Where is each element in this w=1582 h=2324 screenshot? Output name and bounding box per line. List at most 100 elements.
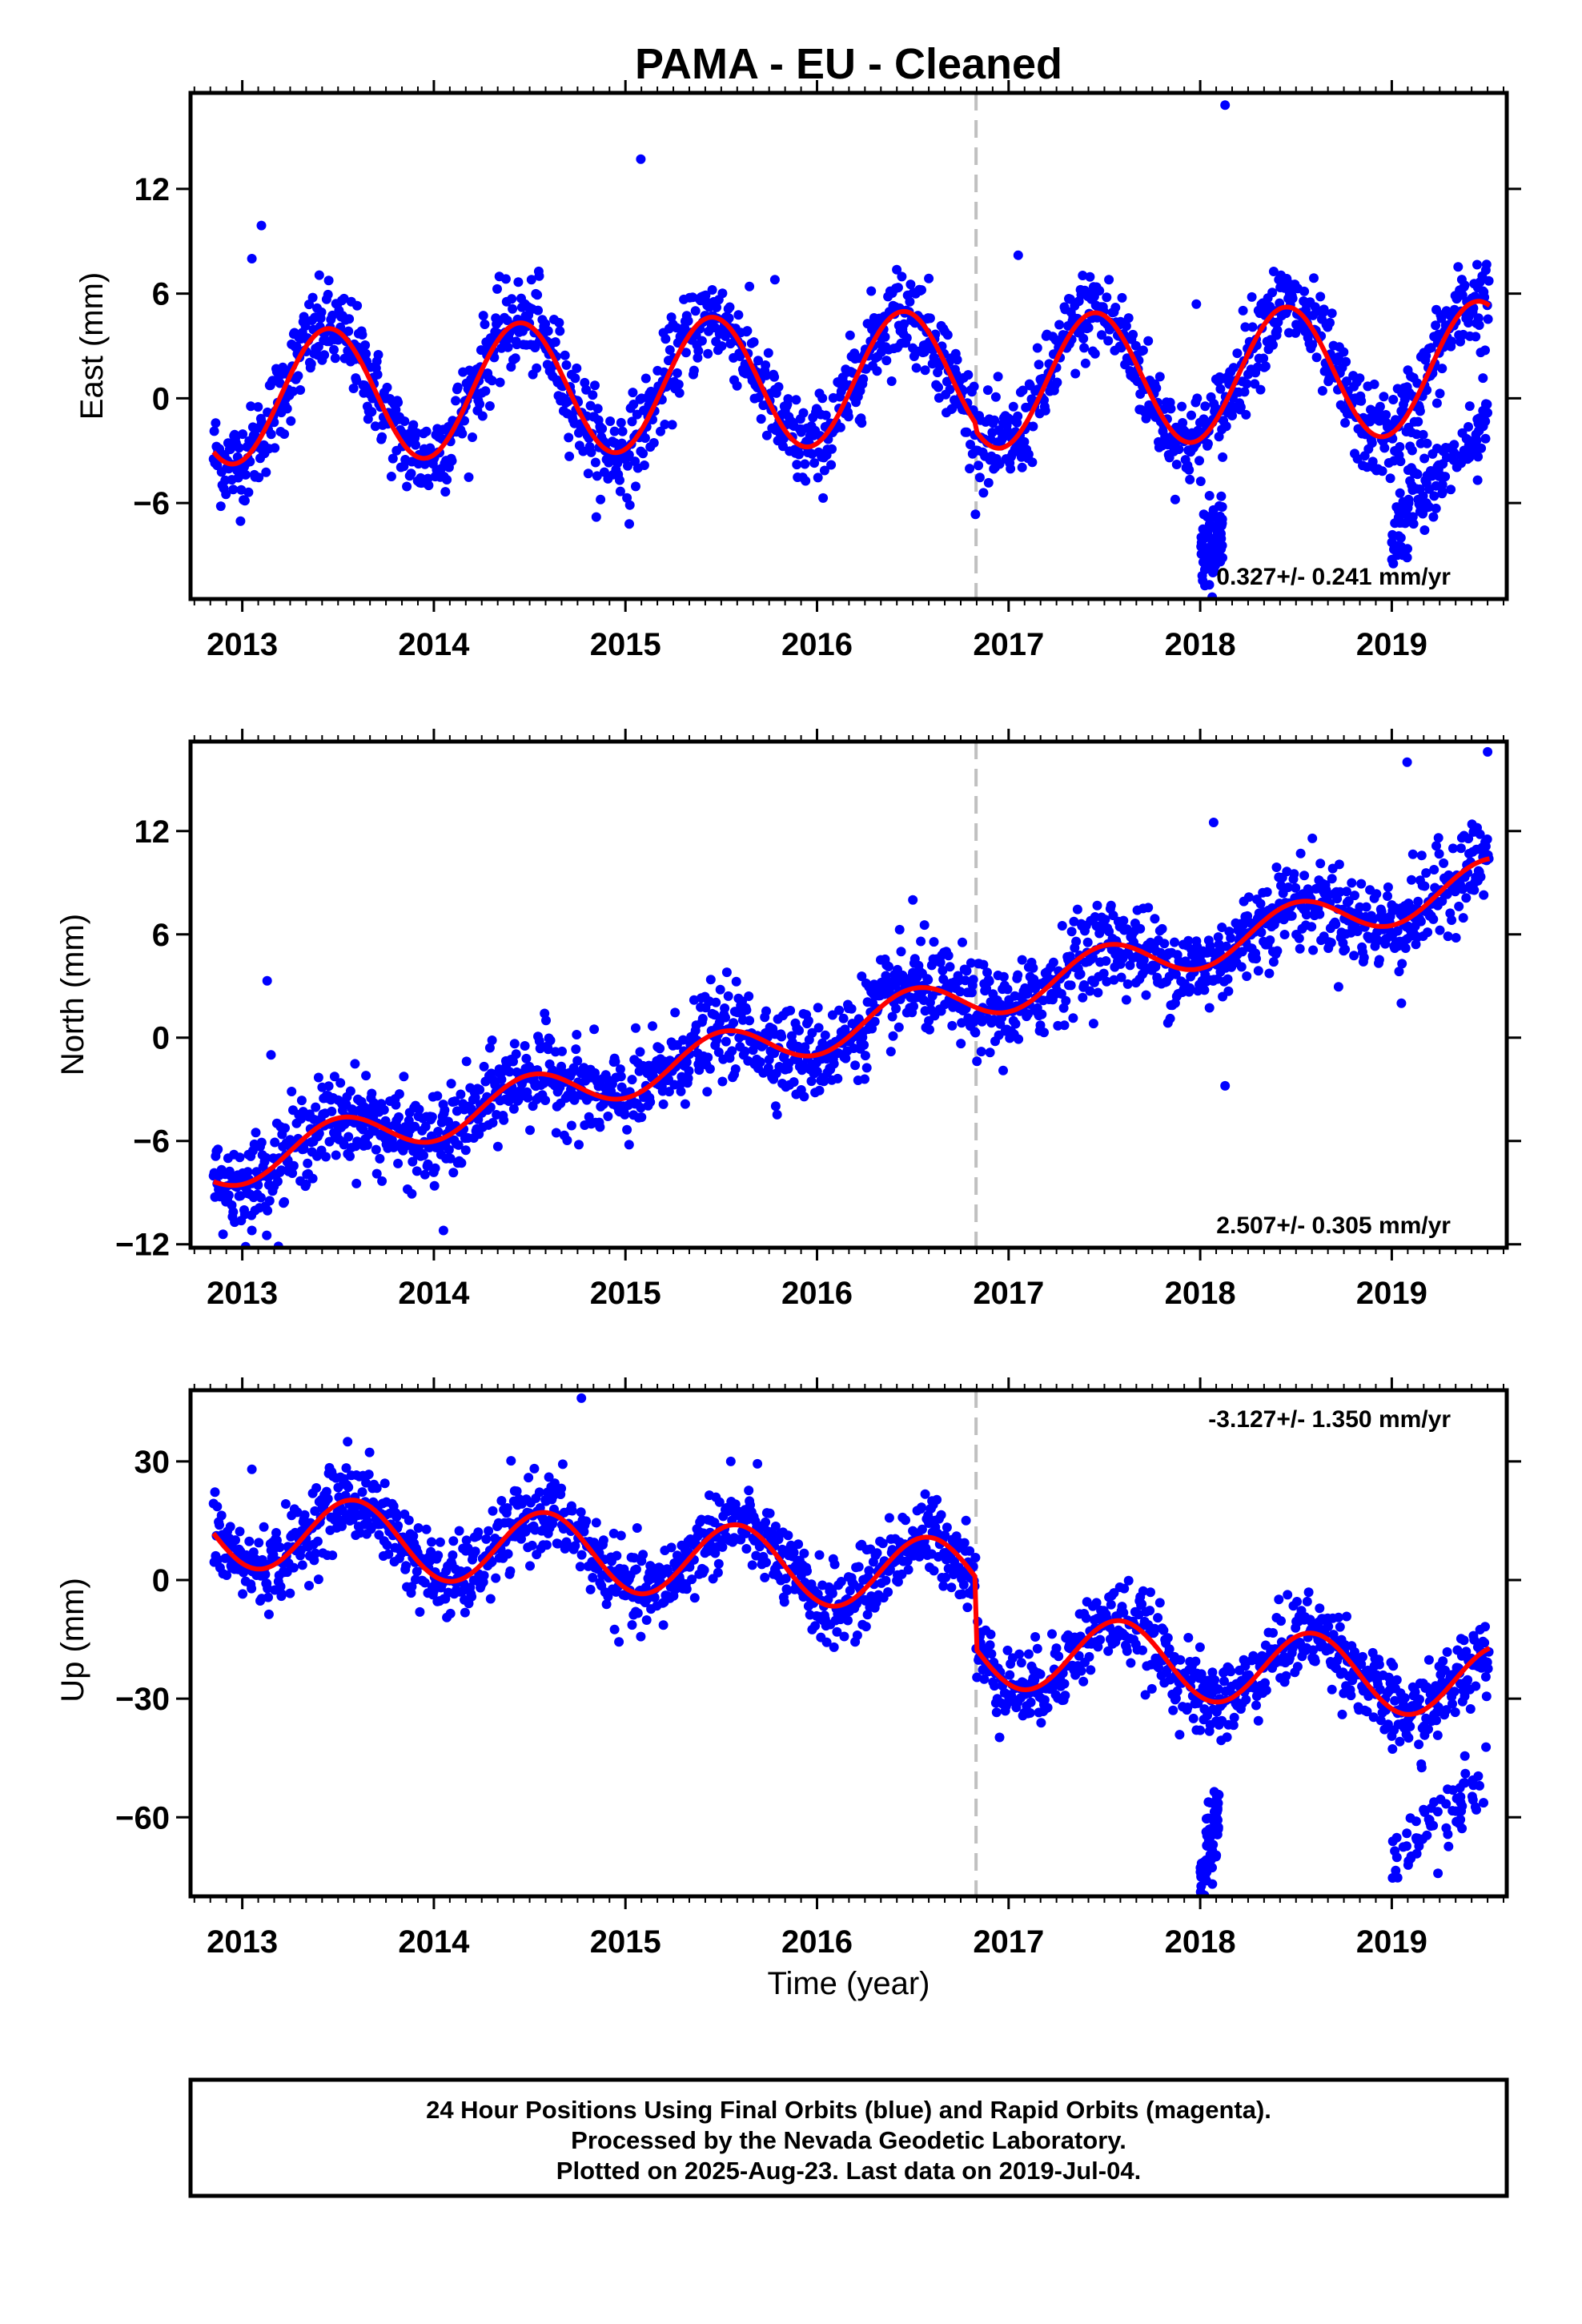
east-data-point: [1185, 474, 1195, 485]
north-data-point: [888, 1031, 898, 1041]
east-data-point: [1196, 541, 1207, 552]
east-data-point: [1484, 275, 1494, 286]
east-data-point: [886, 376, 897, 386]
north-data-point: [1264, 968, 1275, 979]
up-data-point: [275, 1582, 286, 1592]
north-data-point: [323, 1081, 334, 1092]
north-data-point: [1289, 869, 1299, 879]
up-data-point: [753, 1458, 763, 1469]
east-data-point: [1426, 343, 1436, 353]
north-x-tick-label: 2015: [590, 1276, 661, 1311]
east-data-point: [934, 382, 943, 392]
north-data-point: [1217, 923, 1227, 932]
up-data-point: [463, 1543, 473, 1554]
north-data-point: [460, 1145, 471, 1156]
north-x-tick-label: 2018: [1165, 1276, 1236, 1311]
up-data-point: [415, 1606, 425, 1617]
north-data-point: [721, 967, 732, 978]
east-data-point: [211, 418, 221, 428]
north-data-point: [1271, 862, 1282, 872]
up-data-point: [275, 1542, 285, 1553]
east-data-point: [1411, 484, 1421, 494]
north-data-point: [1122, 979, 1133, 989]
north-data-point: [684, 1066, 694, 1076]
up-data-point: [638, 1550, 648, 1560]
north-data-point: [943, 951, 954, 961]
north-data-point: [729, 1018, 739, 1028]
east-data-point: [585, 400, 596, 411]
east-data-point: [1117, 292, 1127, 303]
east-data-point: [543, 326, 553, 336]
east-data-point: [1272, 325, 1283, 336]
up-data-point: [687, 1574, 697, 1585]
north-x-tick-label: 2013: [207, 1276, 278, 1311]
north-data-point: [540, 1096, 551, 1105]
north-data-point: [785, 1005, 796, 1015]
up-data-point: [636, 1631, 646, 1642]
north-data-point: [272, 1176, 283, 1187]
east-data-point: [373, 350, 383, 360]
up-data-point: [714, 1497, 725, 1507]
east-data-point: [1431, 398, 1442, 408]
north-data-point: [1439, 858, 1449, 868]
north-model-curve: [212, 856, 1491, 1188]
east-data-point: [761, 370, 771, 380]
east-data-point: [1481, 259, 1492, 270]
east-data-point: [1151, 383, 1162, 393]
up-data-point: [616, 1530, 626, 1541]
north-data-point: [713, 1047, 724, 1057]
east-data-point: [798, 408, 809, 418]
up-data-point: [310, 1506, 320, 1516]
up-data-point: [263, 1592, 273, 1602]
east-data-point: [712, 302, 722, 312]
north-outlier-point: [247, 1225, 257, 1236]
north-data-point: [1334, 859, 1344, 870]
east-data-point: [475, 399, 485, 409]
east-data-point: [697, 336, 707, 346]
east-x-tick-label: 2017: [973, 627, 1044, 662]
up-data-point: [576, 1550, 587, 1560]
north-data-point: [504, 1067, 515, 1077]
north-data-point: [1236, 962, 1247, 972]
north-outlier-point: [262, 975, 272, 986]
north-data-point: [812, 1067, 822, 1076]
east-data-point: [550, 337, 560, 348]
north-data-point: [1392, 926, 1403, 936]
north-data-point: [919, 920, 930, 931]
up-data-point: [632, 1523, 642, 1533]
north-data-point: [1170, 969, 1181, 979]
north-data-point: [1183, 935, 1194, 946]
east-data-point: [282, 404, 292, 414]
east-data-point: [1203, 439, 1213, 449]
east-data-point: [631, 481, 640, 492]
east-data-point: [681, 348, 691, 358]
east-data-point: [732, 380, 742, 391]
up-data-point: [247, 1583, 257, 1594]
up-data-point: [238, 1589, 248, 1599]
east-data-point: [327, 310, 338, 320]
north-data-point: [1035, 1020, 1046, 1031]
east-data-point: [1214, 432, 1224, 442]
north-data-point: [543, 1044, 553, 1055]
up-data-point: [527, 1540, 537, 1550]
east-data-point: [1340, 418, 1351, 428]
north-data-point: [1416, 850, 1427, 861]
north-data-point: [968, 975, 978, 985]
north-data-point: [307, 1173, 318, 1184]
east-data-point: [627, 416, 637, 427]
east-data-point: [690, 306, 701, 316]
north-data-point: [681, 1057, 692, 1068]
east-data-point: [295, 385, 306, 395]
east-data-point: [819, 465, 829, 476]
up-data-point: [629, 1553, 640, 1563]
east-data-point: [1287, 293, 1298, 304]
up-data-point: [257, 1554, 267, 1565]
up-data-point: [259, 1522, 269, 1532]
north-data-point: [327, 1106, 337, 1116]
east-data-point: [1436, 313, 1447, 324]
east-data-point: [1052, 377, 1062, 388]
up-data-point: [313, 1574, 323, 1585]
east-data-point: [818, 493, 829, 503]
east-data-point: [234, 443, 244, 453]
up-data-point: [779, 1597, 789, 1607]
